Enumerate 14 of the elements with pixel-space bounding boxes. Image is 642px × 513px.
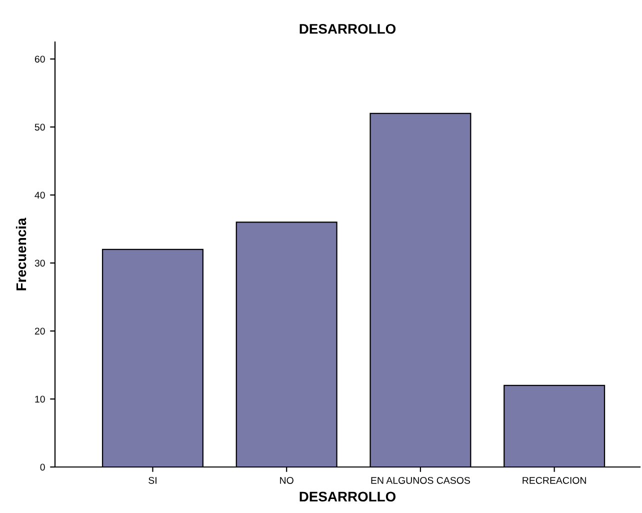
y-tick-label: 10: [35, 396, 45, 403]
y-tick-label: 50: [34, 124, 45, 131]
x-tick-label: EN ALGUNOS CASOS: [371, 476, 470, 484]
y-tick-label: 60: [34, 56, 45, 63]
y-axis-title: Frecuencia: [16, 218, 26, 290]
y-tick-label: 40: [34, 192, 45, 199]
x-tick-label: NO: [280, 476, 294, 484]
x-axis-title: DESARROLLO: [300, 492, 396, 502]
y-tick-label: 0: [40, 464, 45, 471]
x-tick-label: SI: [148, 476, 156, 484]
chart-title: DESARROLLO: [300, 24, 396, 34]
x-tick-label: RECREACION: [522, 476, 586, 484]
y-tick-label: 30: [34, 260, 45, 267]
y-tick-label: 20: [34, 328, 45, 335]
